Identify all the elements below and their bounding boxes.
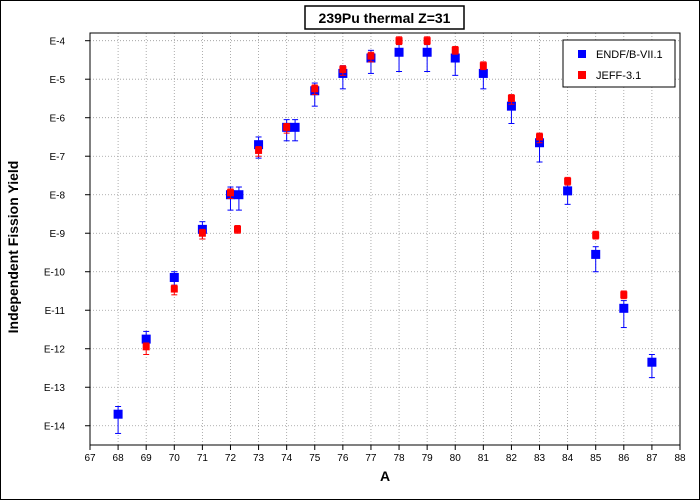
x-tick-label: 68 [113,453,125,464]
x-tick-label: 85 [590,453,602,464]
grid [90,33,680,445]
data-point [619,303,629,313]
x-tick-label: 82 [506,453,518,464]
y-tick-label: E-6 [49,114,65,125]
data-point [451,46,459,54]
x-tick-label: 84 [562,453,574,464]
data-point [255,146,263,154]
y-tick-label: E-11 [45,306,66,317]
legend-label-jeff: JEFF-3.1 [596,70,641,82]
chart-title-box [304,5,465,30]
data-point [141,334,151,344]
data-point [592,231,600,239]
x-tick-label: 73 [253,453,265,464]
series-jeff [142,36,628,356]
series [113,36,657,434]
x-tick-label: 74 [281,453,293,464]
y-tick-label: E-5 [49,75,65,86]
legend-swatch-jeff [578,71,586,79]
y-tick-label: E-9 [49,229,65,240]
x-tick-label: 70 [169,453,181,464]
data-point [647,357,657,367]
data-point [394,47,404,57]
x-tick-label: 69 [141,453,153,464]
data-point [198,229,206,237]
data-point [563,186,573,196]
chart-title: 239Pu thermal Z=31 [319,10,451,26]
tick-labels: 67 68 69 70 71 72 73 74 75 76 77 78 79 80 81 82 83 84 85 86… [44,37,686,464]
x-tick-label: 81 [478,453,490,464]
y-axis-title: Independent Fission Yield [5,161,21,334]
data-point [170,285,178,293]
y-tick-label: E-4 [49,37,65,48]
data-point [234,225,241,233]
axes [85,32,681,450]
plot-frame [89,32,681,446]
data-point [169,273,179,283]
data-point [536,133,544,141]
data-point [395,37,403,45]
x-tick-label: 75 [309,453,321,464]
data-point [423,37,431,45]
data-point [367,52,375,60]
y-tick-label: E-7 [49,152,65,163]
data-point [478,68,488,78]
x-tick-label: 87 [646,453,658,464]
chart-title-group: 239Pu thermal Z=31 [304,5,465,30]
x-tick-label: 78 [393,453,405,464]
data-point [564,177,572,185]
x-tick-label: 72 [225,453,237,464]
x-tick-label: 80 [450,453,462,464]
data-point [234,190,244,200]
x-tick-label: 86 [618,453,630,464]
data-point [226,189,234,197]
data-point [283,123,291,131]
data-point [339,66,347,74]
legend-label-endf: ENDF/B-VII.1 [596,49,663,61]
x-axis-title: A [380,468,390,484]
x-tick-label: 76 [337,453,349,464]
y-tick-label: E-12 [44,345,66,356]
data-point [422,47,432,57]
y-tick-label: E-14 [44,422,66,433]
data-point [254,140,264,150]
data-point [507,94,515,102]
legend-box [562,39,676,88]
data-point [479,62,487,70]
x-tick-label: 67 [84,453,96,464]
x-tick-label: 79 [422,453,434,464]
data-point [311,85,319,93]
legend-swatch-endf [578,50,586,58]
data-point [620,291,628,299]
data-point [142,343,150,351]
x-tick-label: 71 [197,453,209,464]
legend: ENDF/B-VII.1 JEFF-3.1 [562,39,676,88]
data-point [591,249,601,259]
y-tick-label: E-10 [44,268,66,279]
data-point [290,122,300,132]
data-point [113,409,123,419]
x-tick-label: 88 [674,453,686,464]
data-point [506,101,516,111]
y-tick-label: E-13 [44,383,66,394]
x-tick-label: 83 [534,453,546,464]
y-tick-label: E-8 [49,191,65,202]
data-point [450,53,460,63]
x-tick-label: 77 [365,453,377,464]
